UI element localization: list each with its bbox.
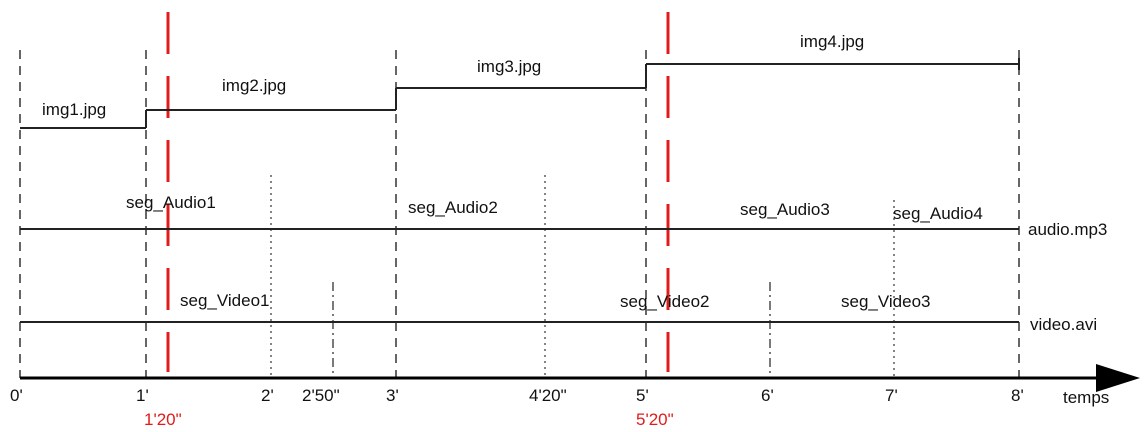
tick-label-8: 8' [1011, 386, 1024, 405]
tick-label-6: 6' [761, 386, 774, 405]
tick-label-1: 1' [136, 386, 149, 405]
img1-label: img1.jpg [42, 100, 106, 119]
red-marker-label-2: 5'20" [636, 410, 674, 429]
tick-label-7: 7' [885, 386, 898, 405]
tick-label-5: 5' [636, 386, 649, 405]
tick-label-2: 2' [261, 386, 274, 405]
audio-segment-label-2: seg_Audio2 [408, 198, 498, 217]
audio-segment-label-3: seg_Audio3 [740, 200, 830, 219]
axis-label: temps [1063, 388, 1109, 407]
video-segment-label-1: seg_Video1 [180, 291, 270, 310]
tick-label-0: 0' [10, 386, 23, 405]
img2-label: img2.jpg [222, 76, 286, 95]
video-segment-label-2: seg_Video2 [620, 292, 710, 311]
img3-label: img3.jpg [477, 57, 541, 76]
audio-track-label: audio.mp3 [1028, 220, 1107, 239]
tick-label-3: 3' [386, 386, 399, 405]
video-segment-label-3: seg_Video3 [841, 292, 931, 311]
img4-label: img4.jpg [800, 32, 864, 51]
video-track-label: video.avi [1030, 315, 1097, 334]
tick-label-2-50: 2'50" [302, 386, 340, 405]
time-axis [20, 364, 1140, 392]
tick-label-4-20: 4'20" [529, 386, 567, 405]
red-marker-label-1: 1'20" [144, 410, 182, 429]
audio-segment-label-1: seg_Audio1 [126, 193, 216, 212]
axis-arrow-icon [1096, 364, 1140, 392]
audio-segment-label-4: seg_Audio4 [893, 204, 983, 223]
